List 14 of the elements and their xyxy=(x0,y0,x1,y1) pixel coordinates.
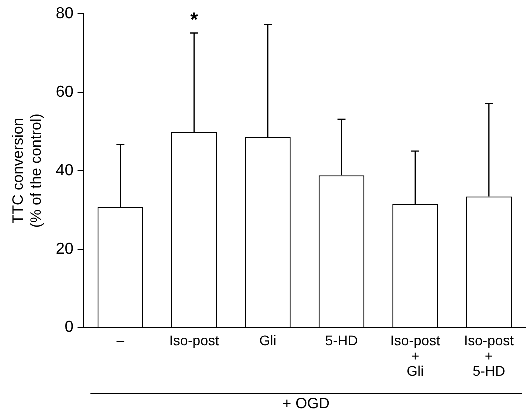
x-axis-title: + OGD xyxy=(282,395,330,412)
x-tick-label: Gli xyxy=(259,332,277,348)
y-axis-title: TTC conversion (% of the control) xyxy=(10,114,46,228)
y-tick-label: 80 xyxy=(56,5,74,22)
annotation: * xyxy=(190,10,198,32)
x-tick-label: Iso-post + Gli xyxy=(390,332,440,380)
x-tick-label: – xyxy=(116,332,125,348)
y-tick-label: 0 xyxy=(64,319,74,336)
y-tick-label: 40 xyxy=(56,162,74,180)
x-tick-label: 5-HD xyxy=(325,332,358,348)
x-tick-label: Iso-post + 5-HD xyxy=(464,332,514,380)
y-tick-label: 60 xyxy=(56,84,74,101)
x-tick-label: Iso-post xyxy=(169,332,220,348)
y-tick-label: 20 xyxy=(56,240,74,258)
